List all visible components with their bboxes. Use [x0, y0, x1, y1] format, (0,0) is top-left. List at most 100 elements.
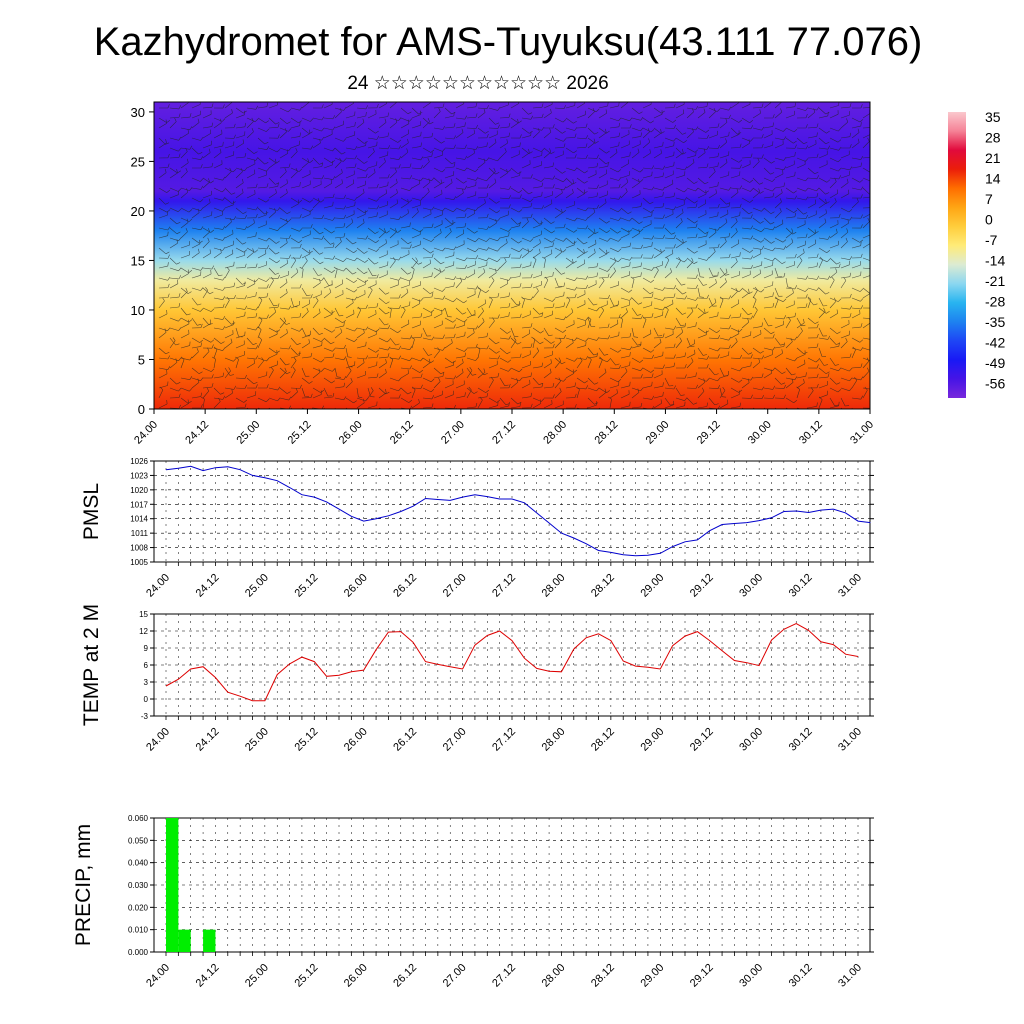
colorbar-label: 28: [985, 130, 1001, 146]
x-tick-label: 26.12: [391, 572, 419, 600]
x-tick-label: 30.12: [787, 962, 815, 990]
x-tick-label: 24.00: [144, 572, 172, 600]
x-tick-label: 24.12: [194, 572, 222, 600]
y-tick-label: 1014: [130, 515, 148, 524]
x-tick-label: 29.12: [688, 962, 716, 990]
x-tick-label: 26.12: [388, 419, 416, 447]
colorbar-label: -35: [985, 314, 1005, 330]
x-tick-label: 25.00: [243, 726, 271, 754]
colorbar-label: 7: [985, 191, 993, 207]
y-tick-label: 1020: [130, 486, 148, 495]
y-tick-label: 1017: [130, 500, 148, 509]
y-tick-label: 9: [144, 644, 149, 653]
x-tick-label: 26.00: [337, 419, 365, 447]
temp-axis-label: TEMP at 2 M: [80, 604, 103, 726]
y-tick-label: 1011: [131, 529, 149, 538]
x-tick-label: 28.12: [589, 726, 617, 754]
colorbar-label: -14: [985, 253, 1005, 269]
page-subtitle: 24 ☆☆☆☆☆☆☆☆☆☆☆ 2026: [347, 73, 609, 94]
x-tick-label: 31.00: [836, 962, 864, 990]
colorbar-label: 14: [985, 171, 1001, 187]
x-tick-label: 24.12: [183, 419, 211, 447]
pmsl-series-line: [165, 465, 871, 557]
x-tick-label: 27.12: [490, 419, 518, 447]
x-tick-label: 28.00: [540, 726, 568, 754]
x-tick-label: 30.12: [787, 572, 815, 600]
y-tick-label: 12: [139, 627, 148, 636]
x-tick-label: 29.12: [688, 572, 716, 600]
y-tick-label: 0.010: [128, 926, 149, 935]
y-tick-label: 1023: [130, 471, 148, 480]
pmsl-axis-label: PMSL: [80, 483, 103, 540]
x-tick-label: 25.00: [234, 419, 262, 447]
y-tick-label: 3: [144, 678, 149, 687]
colorbar-label: -49: [985, 355, 1005, 371]
x-tick-label: 29.12: [688, 726, 716, 754]
precip-axis-label: PRECIP, mm: [72, 824, 95, 946]
x-tick-label: 29.00: [638, 572, 666, 600]
x-tick-label: 27.12: [490, 726, 518, 754]
x-tick-label: 25.12: [292, 726, 320, 754]
y-tick-label: 5: [138, 352, 145, 367]
x-tick-label: 24.12: [194, 726, 222, 754]
x-tick-label: 25.12: [292, 962, 320, 990]
colorbar-label: -28: [985, 294, 1005, 310]
x-tick-label: 31.00: [848, 419, 876, 447]
x-tick-label: 30.12: [787, 726, 815, 754]
colorbar-label: -42: [985, 335, 1005, 351]
x-tick-label: 27.00: [441, 962, 469, 990]
x-tick-label: 24.00: [144, 726, 172, 754]
precip-bar: [203, 929, 216, 952]
y-tick-label: 0.030: [128, 881, 149, 890]
x-tick-label: 28.12: [589, 962, 617, 990]
x-tick-label: 24.00: [144, 962, 172, 990]
y-tick-label: 1026: [130, 457, 148, 466]
x-tick-label: 26.00: [342, 726, 370, 754]
x-tick-label: 25.00: [243, 572, 271, 600]
colorbar-label: 21: [985, 150, 1001, 166]
x-tick-label: 28.12: [589, 572, 617, 600]
x-tick-label: 26.00: [342, 572, 370, 600]
x-tick-label: 27.00: [441, 726, 469, 754]
x-tick-label: 28.00: [541, 419, 569, 447]
x-tick-label: 27.12: [490, 962, 518, 990]
page-title: Kazhydromet for AMS-Tuyuksu(43.111 77.07…: [93, 20, 923, 64]
y-tick-label: 25: [131, 154, 145, 169]
x-tick-label: 25.12: [292, 572, 320, 600]
cross-section-plot: 0 5 10 15 20 25 30 24.00 24.12 25.00 25.12 26.00 26.…: [131, 101, 876, 447]
y-tick-label: 15: [139, 610, 148, 619]
x-tick-label: 29.00: [638, 726, 666, 754]
precip-bar: [166, 818, 179, 952]
y-tick-label: -3: [141, 712, 149, 721]
pmsl-plot: 1005 1008 1011 1014 1017 1020 1023 1026 24.00 24.…: [80, 457, 874, 600]
colorbar-gradient: [948, 112, 966, 398]
x-tick-label: 28.12: [592, 419, 620, 447]
y-tick-label: 0: [144, 695, 149, 704]
x-tick-label: 30.00: [737, 726, 765, 754]
x-tick-label: 26.12: [391, 726, 419, 754]
x-tick-label: 25.12: [286, 419, 314, 447]
x-tick-label: 26.12: [391, 962, 419, 990]
y-tick-label: 10: [131, 303, 145, 318]
x-tick-label: 28.00: [540, 572, 568, 600]
wind-barbs: [158, 102, 870, 409]
colorbar-label: -56: [985, 376, 1005, 392]
x-tick-label: 27.12: [490, 572, 518, 600]
x-tick-label: 29.12: [695, 419, 723, 447]
y-tick-label: 15: [131, 253, 145, 268]
y-tick-label: 0.040: [128, 859, 149, 868]
y-tick-label: 30: [131, 105, 145, 120]
precip-bar: [178, 929, 191, 952]
y-tick-label: 0.060: [128, 814, 149, 823]
x-tick-label: 31.00: [836, 572, 864, 600]
colorbar-label: -21: [985, 273, 1005, 289]
y-tick-label: 1008: [130, 544, 148, 553]
x-tick-label: 30.00: [737, 962, 765, 990]
colorbar-label: 0: [985, 212, 993, 228]
y-tick-label: 0.000: [128, 948, 149, 957]
precip-plot: 0.000 0.010 0.020 0.030 0.040 0.050 0.060 24.00…: [72, 814, 874, 990]
colorbar-label: 35: [985, 109, 1001, 125]
temp-plot: -3 0 3 6 9 12 15 24.00 24.12 25.00 25.12 26.00 26.12…: [80, 604, 874, 754]
x-tick-label: 29.00: [644, 419, 672, 447]
